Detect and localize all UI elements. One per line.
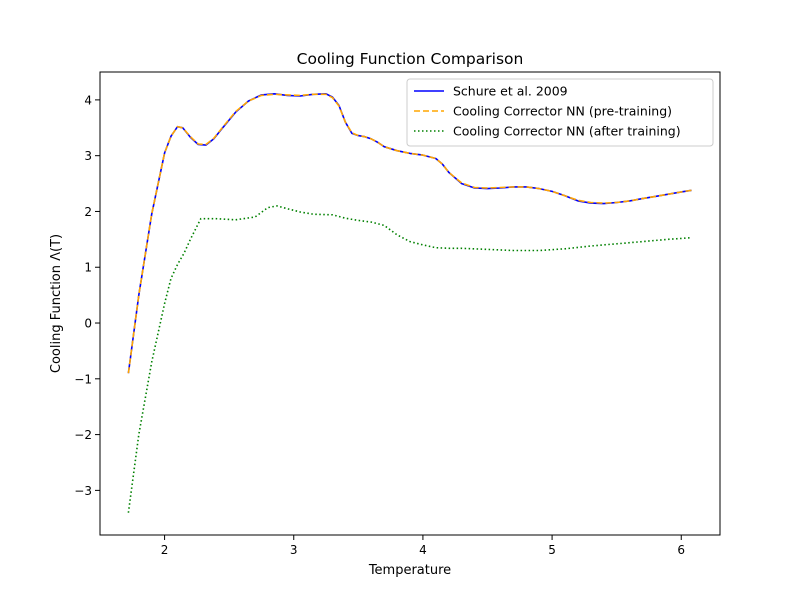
x-tick-label: 5: [548, 543, 556, 557]
legend-frame: [406, 78, 714, 147]
legend-label-2: Cooling Corrector NN (pre-training): [453, 104, 672, 119]
series-line-2: [127, 93, 692, 374]
legend-items: Schure et al. 2009 Cooling Corrector NN (…: [414, 84, 681, 139]
y-axis-label: Cooling Function Λ(T): [49, 234, 64, 373]
legend-label-1: Schure et al. 2009: [453, 84, 568, 99]
y-tick-label: 4: [84, 93, 92, 107]
y-tick-label: 3: [84, 149, 92, 163]
x-tick-label: 3: [290, 543, 298, 557]
y-tick-label: −1: [74, 372, 92, 386]
y-axis-ticks: −3 −2 −1 0 1 2 3 4: [74, 93, 100, 498]
legend-label-3: Cooling Corrector NN (after training): [453, 124, 681, 139]
y-tick-label: 1: [84, 261, 92, 275]
x-tick-label: 4: [419, 543, 427, 557]
plot-area: [99, 71, 721, 536]
y-tick-label: 0: [84, 317, 92, 331]
x-axis-label: Temperature: [368, 563, 451, 578]
x-axis-ticks: 2 3 4 5 6: [161, 535, 685, 557]
y-tick-label: −3: [74, 484, 92, 498]
y-tick-label: 2: [84, 205, 92, 219]
y-tick-label: −2: [74, 428, 92, 442]
x-tick-label: 2: [161, 543, 169, 557]
plot-frame: [99, 71, 721, 536]
legend: Schure et al. 2009 Cooling Corrector NN (…: [406, 78, 714, 147]
x-tick-label: 6: [677, 543, 685, 557]
chart-title: Cooling Function Comparison: [297, 50, 524, 68]
series-layer: [127, 93, 692, 513]
